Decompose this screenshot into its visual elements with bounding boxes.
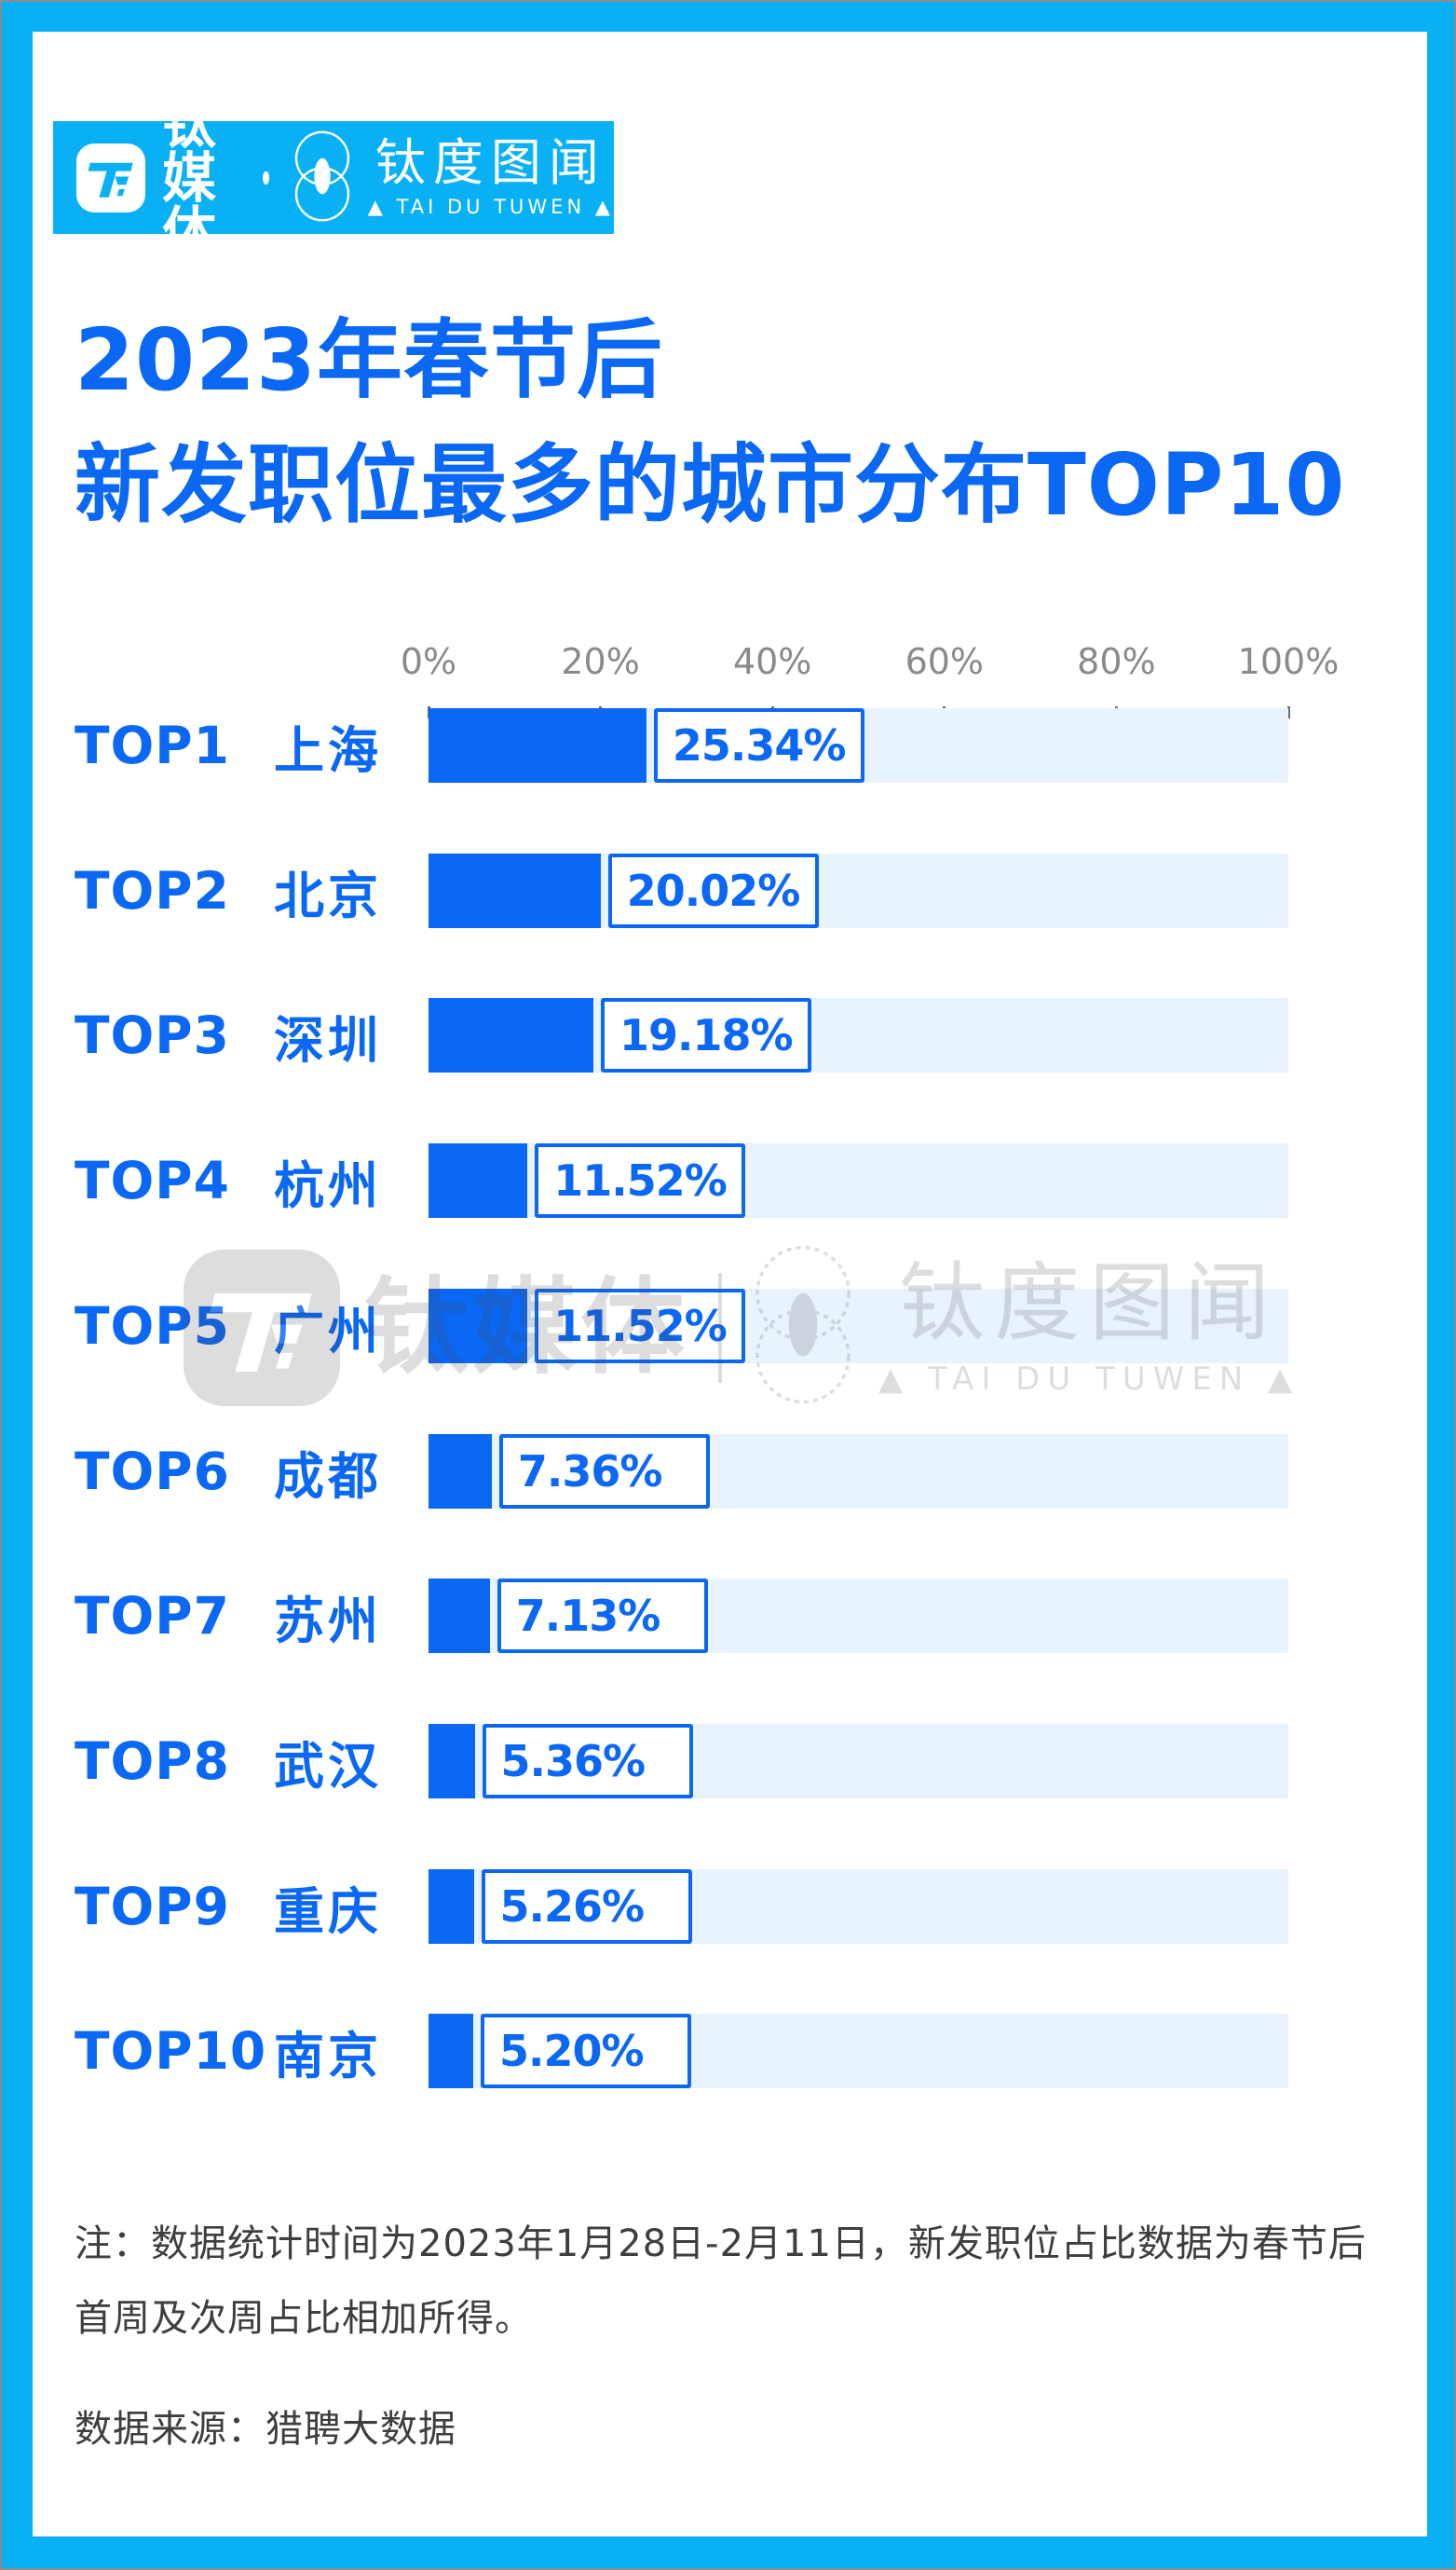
value-box: 19.18% bbox=[601, 998, 811, 1073]
watermark-taidu-subtitle: ▲ TAI DU TUWEN ▲ bbox=[878, 1360, 1300, 1398]
rank-label: TOP7 bbox=[75, 1586, 230, 1646]
value-box: 11.52% bbox=[535, 1289, 746, 1363]
value-box: 7.13% bbox=[497, 1579, 708, 1653]
taidu-name: 钛度图闻 bbox=[374, 133, 606, 192]
rank-label: TOP6 bbox=[75, 1442, 230, 1501]
value-label: 11.52% bbox=[553, 1301, 728, 1351]
value-box: 5.26% bbox=[481, 1869, 692, 1944]
city-label: 重庆 bbox=[274, 1881, 382, 1941]
taidu-subtitle: ▲ TAI DU TUWEN ▲ bbox=[367, 196, 614, 218]
bar bbox=[429, 854, 601, 928]
data-source: 数据来源：猎聘大数据 bbox=[75, 2408, 456, 2451]
axis-tick-label: 80% bbox=[1077, 641, 1156, 682]
city-label: 北京 bbox=[274, 866, 382, 925]
bar-track: 11.52% bbox=[429, 1289, 1288, 1363]
value-box: 25.34% bbox=[653, 708, 864, 783]
axis-tick-mark bbox=[1286, 706, 1290, 718]
axis-tick-label: 100% bbox=[1237, 641, 1340, 682]
value-box: 5.36% bbox=[482, 1724, 693, 1798]
value-box: 5.20% bbox=[481, 2014, 691, 2088]
rank-label: TOP3 bbox=[75, 1005, 230, 1065]
city-label: 深圳 bbox=[274, 1010, 382, 1070]
axis-tick-label: 40% bbox=[732, 641, 812, 682]
bar bbox=[429, 1289, 528, 1363]
value-box: 7.36% bbox=[498, 1434, 710, 1509]
city-label: 南京 bbox=[274, 2026, 382, 2085]
value-label: 5.26% bbox=[499, 1881, 646, 1932]
value-label: 7.36% bbox=[517, 1446, 663, 1497]
rank-label: TOP10 bbox=[75, 2021, 267, 2081]
chart-row: TOP8 武汉 5.36% bbox=[33, 1724, 1427, 1798]
chart-row: TOP9 重庆 5.26% bbox=[33, 1869, 1427, 1944]
value-box: 20.02% bbox=[607, 854, 819, 928]
bar-track: 20.02% bbox=[429, 854, 1288, 928]
bar bbox=[429, 2014, 473, 2088]
city-label: 武汉 bbox=[274, 1736, 382, 1796]
bar-track: 5.20% bbox=[429, 2014, 1288, 2088]
axis-tick-label: 0% bbox=[400, 641, 457, 682]
content-card: 钛媒体 钛度图闻 ▲ TAI DU TUWEN ▲ 2023年春节后 新发职位最… bbox=[33, 32, 1427, 2536]
bar-track: 7.13% bbox=[429, 1579, 1288, 1653]
chart-row: TOP5 广州 11.52% bbox=[33, 1289, 1427, 1363]
chart-row: TOP4 杭州 11.52% bbox=[33, 1143, 1427, 1218]
taidu-circles-icon bbox=[294, 130, 349, 221]
bar-track: 7.36% bbox=[429, 1434, 1288, 1509]
bar bbox=[429, 1724, 475, 1798]
city-label: 上海 bbox=[274, 720, 382, 780]
city-label: 广州 bbox=[274, 1301, 382, 1360]
footnote-line2: 首周及次周占比相加所得。 bbox=[75, 2297, 533, 2340]
bar bbox=[429, 1143, 528, 1218]
axis-tick-label: 60% bbox=[905, 641, 985, 682]
tmtpost-logo-icon bbox=[76, 143, 145, 212]
city-label: 成都 bbox=[274, 1446, 382, 1506]
bar bbox=[429, 998, 593, 1073]
value-label: 25.34% bbox=[672, 720, 847, 771]
page-title: 2023年春节后 新发职位最多的城市分布TOP10 bbox=[75, 298, 1397, 548]
value-label: 5.20% bbox=[499, 2026, 645, 2076]
rank-label: TOP5 bbox=[75, 1296, 230, 1356]
chart-row: TOP7 苏州 7.13% bbox=[33, 1579, 1427, 1653]
rank-label: TOP8 bbox=[75, 1731, 230, 1791]
rank-label: TOP1 bbox=[75, 716, 230, 775]
value-label: 5.36% bbox=[500, 1736, 646, 1786]
rank-label: TOP2 bbox=[75, 861, 230, 921]
rank-label: TOP4 bbox=[75, 1151, 230, 1210]
city-label: 杭州 bbox=[274, 1155, 382, 1215]
value-box: 11.52% bbox=[535, 1143, 746, 1218]
footnote: 注：数据统计时间为2023年1月28日-2月11日，新发职位占比数据为春节后 首… bbox=[75, 2207, 1379, 2356]
bar-track: 11.52% bbox=[429, 1143, 1288, 1218]
bar bbox=[429, 708, 646, 783]
bar-track: 19.18% bbox=[429, 998, 1288, 1073]
bar-track: 5.26% bbox=[429, 1869, 1288, 1944]
chart-row: TOP10 南京 5.20% bbox=[33, 2014, 1427, 2088]
axis-tick-label: 20% bbox=[561, 641, 640, 682]
bar-track: 25.34% bbox=[429, 708, 1288, 783]
page-title-line2: 新发职位最多的城市分布TOP10 bbox=[75, 435, 1346, 535]
bar bbox=[429, 1869, 474, 1944]
taidu-logo-text: 钛度图闻 ▲ TAI DU TUWEN ▲ bbox=[368, 138, 614, 217]
chart-row: TOP2 北京 20.02% bbox=[33, 854, 1427, 928]
bar bbox=[429, 1579, 490, 1653]
brand-separator-dot-icon bbox=[263, 171, 269, 185]
chart-row: TOP3 深圳 19.18% bbox=[33, 998, 1427, 1073]
chart-row: TOP6 成都 7.36% bbox=[33, 1434, 1427, 1509]
value-label: 20.02% bbox=[626, 866, 801, 916]
brand-band: 钛媒体 钛度图闻 ▲ TAI DU TUWEN ▲ bbox=[53, 97, 614, 259]
page-title-line1: 2023年春节后 bbox=[75, 310, 664, 410]
bar bbox=[429, 1434, 492, 1509]
value-label: 11.52% bbox=[553, 1155, 728, 1206]
value-label: 19.18% bbox=[619, 1010, 794, 1060]
footnote-line1: 注：数据统计时间为2023年1月28日-2月11日，新发职位占比数据为春节后 bbox=[75, 2222, 1367, 2265]
city-label: 苏州 bbox=[274, 1591, 382, 1650]
brand-name: 钛媒体 bbox=[162, 91, 219, 264]
chart-row: TOP1 上海 25.34% bbox=[33, 708, 1427, 783]
bar-track: 5.36% bbox=[429, 1724, 1288, 1798]
rank-label: TOP9 bbox=[75, 1877, 230, 1936]
value-label: 7.13% bbox=[515, 1591, 661, 1641]
